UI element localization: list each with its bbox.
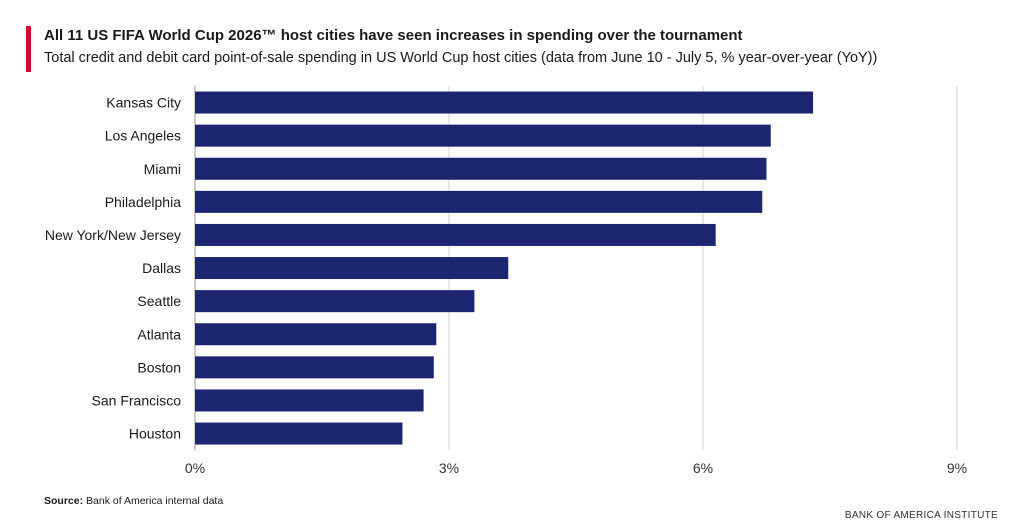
x-tick-label: 9%: [947, 460, 967, 476]
chart-title: All 11 US FIFA World Cup 2026™ host citi…: [44, 27, 743, 44]
footer-brand: BANK OF AMERICA INSTITUTE: [844, 510, 998, 521]
bar: [195, 257, 509, 280]
category-label: New York/New Jersey: [45, 227, 181, 243]
bar: [195, 190, 763, 213]
category-label: Kansas City: [106, 95, 181, 111]
source-note: Source: Bank of America internal data: [44, 495, 223, 507]
category-label: Houston: [129, 426, 181, 442]
x-tick-label: 0%: [185, 460, 205, 476]
category-label: Los Angeles: [105, 128, 181, 144]
chart-subtitle: Total credit and debit card point-of-sal…: [44, 50, 878, 66]
source-label: Source:: [44, 495, 84, 507]
bar: [195, 157, 767, 180]
source-text: Bank of America internal data: [86, 495, 224, 507]
bar: [195, 290, 475, 313]
bar: [195, 124, 771, 147]
x-tick-label: 3%: [439, 460, 459, 476]
category-label: San Francisco: [92, 392, 182, 408]
bar: [195, 223, 716, 246]
category-label: Philadelphia: [105, 194, 181, 210]
bar: [195, 356, 434, 379]
bar: [195, 91, 814, 114]
category-label: Seattle: [137, 293, 181, 309]
x-tick-label: 6%: [693, 460, 713, 476]
bar: [195, 389, 424, 412]
title-accent-bar: [26, 26, 31, 72]
category-label: Miami: [144, 161, 181, 177]
category-label: Boston: [137, 359, 181, 375]
bar: [195, 422, 403, 445]
category-label: Dallas: [142, 260, 181, 276]
bar: [195, 323, 437, 346]
category-label: Atlanta: [137, 326, 181, 342]
